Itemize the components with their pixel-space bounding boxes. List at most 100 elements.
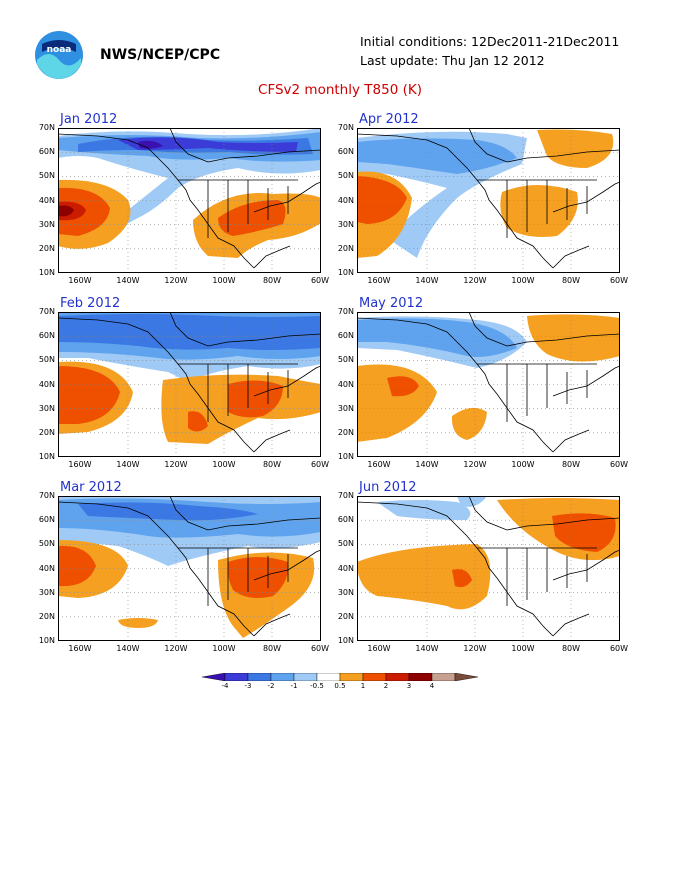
- lat-label: 40N: [38, 563, 55, 573]
- lat-label: 70N: [337, 307, 354, 316]
- lat-label: 60N: [337, 515, 354, 525]
- coastline: [357, 312, 620, 453]
- lat-label: 60N: [38, 147, 55, 157]
- anomaly-region: [552, 513, 616, 552]
- lat-label: 70N: [337, 491, 354, 500]
- lat-label: 60N: [38, 515, 55, 525]
- lon-label: 100W: [511, 460, 535, 469]
- anomaly-region: [357, 176, 407, 224]
- lon-label: 60W: [310, 460, 330, 469]
- anomaly-region: [118, 137, 298, 152]
- colorbar-label: 4: [429, 682, 435, 690]
- lat-label: 20N: [38, 611, 55, 621]
- colorbar-label: -3: [244, 682, 252, 690]
- colorbar-segment: [293, 673, 318, 681]
- lat-label: 20N: [38, 427, 55, 437]
- anomaly-region: [537, 129, 614, 168]
- lat-label: 10N: [337, 452, 354, 461]
- lon-label: 120W: [463, 460, 487, 469]
- lat-label: 30N: [337, 587, 354, 597]
- panel-title: Feb 2012: [60, 296, 121, 311]
- lat-label: 40N: [38, 195, 55, 205]
- lon-label: 140W: [415, 644, 439, 653]
- map-panel: [357, 312, 620, 457]
- lon-label: 160W: [68, 460, 92, 469]
- colorbar-label: 3: [406, 682, 412, 690]
- lon-label: 100W: [212, 460, 236, 469]
- noaa-logo-text: noaa: [47, 45, 72, 55]
- anomaly-region: [357, 544, 491, 610]
- colorbar-segment: [316, 673, 341, 681]
- colorbar-segment: [224, 673, 249, 681]
- anomaly-region: [457, 496, 487, 507]
- lon-label: 120W: [164, 276, 188, 285]
- lat-label: 10N: [337, 636, 354, 645]
- colorbar-label: -2: [267, 682, 275, 690]
- lon-label: 140W: [415, 276, 439, 285]
- map-panel-plot: [58, 496, 321, 641]
- lon-label: 60W: [609, 276, 629, 285]
- lat-label: 70N: [38, 307, 55, 316]
- map-panel: [357, 128, 620, 273]
- anomaly-region: [387, 376, 419, 397]
- lon-label: 100W: [511, 276, 535, 285]
- panel-frame: [357, 496, 620, 641]
- colorbar-segment: [454, 673, 478, 681]
- lon-label: 80W: [262, 460, 282, 469]
- coastline: [58, 312, 321, 453]
- lat-label: 70N: [38, 123, 55, 132]
- anomaly-region: [452, 569, 472, 588]
- colorbar-label: -4: [221, 682, 229, 690]
- lon-label: 160W: [367, 644, 391, 653]
- map-panel: [58, 496, 321, 641]
- lon-label: 60W: [310, 276, 330, 285]
- panel-frame: [58, 496, 321, 641]
- lat-label: 20N: [337, 611, 354, 621]
- lat-label: 10N: [337, 268, 354, 277]
- lat-label: 50N: [38, 539, 55, 549]
- lat-label: 10N: [38, 268, 55, 277]
- lat-label: 30N: [38, 219, 55, 229]
- colorbar-segment: [362, 673, 387, 681]
- lon-label: 160W: [68, 276, 92, 285]
- lat-label: 60N: [38, 331, 55, 341]
- lon-label: 100W: [212, 644, 236, 653]
- anomaly-region: [377, 500, 471, 520]
- lon-label: 160W: [367, 460, 391, 469]
- coastline: [357, 128, 620, 269]
- lat-label: 30N: [38, 403, 55, 413]
- lat-label: 40N: [337, 195, 354, 205]
- anomaly-region: [58, 205, 74, 217]
- lon-label: 60W: [310, 644, 330, 653]
- lat-label: 30N: [337, 403, 354, 413]
- coastline: [58, 496, 321, 637]
- colorbar-segment: [339, 673, 364, 681]
- lon-label: 80W: [561, 460, 581, 469]
- lon-label: 60W: [609, 460, 629, 469]
- anomaly-region: [58, 545, 96, 587]
- panel-title: Mar 2012: [60, 480, 122, 495]
- lon-label: 60W: [609, 644, 629, 653]
- lon-label: 120W: [463, 276, 487, 285]
- noaa-logo: noaa: [35, 31, 83, 79]
- map-panel-plot: [357, 128, 620, 273]
- colorbar-segment: [202, 673, 226, 681]
- lon-label: 100W: [212, 276, 236, 285]
- colorbar: [202, 673, 478, 681]
- map-panel: [357, 496, 620, 641]
- lon-label: 140W: [116, 276, 140, 285]
- colorbar-segment: [270, 673, 295, 681]
- lon-label: 120W: [463, 644, 487, 653]
- anomaly-region: [227, 557, 289, 598]
- anomaly-region: [188, 411, 208, 432]
- map-panel: [58, 128, 321, 273]
- colorbar-label: 1: [360, 682, 366, 690]
- anomaly-region: [500, 185, 578, 237]
- lon-label: 80W: [262, 276, 282, 285]
- colorbar-segment: [408, 673, 433, 681]
- anomaly-region: [78, 502, 258, 521]
- lon-label: 80W: [561, 644, 581, 653]
- lon-label: 160W: [68, 644, 92, 653]
- lat-label: 40N: [38, 379, 55, 389]
- lat-label: 50N: [337, 171, 354, 181]
